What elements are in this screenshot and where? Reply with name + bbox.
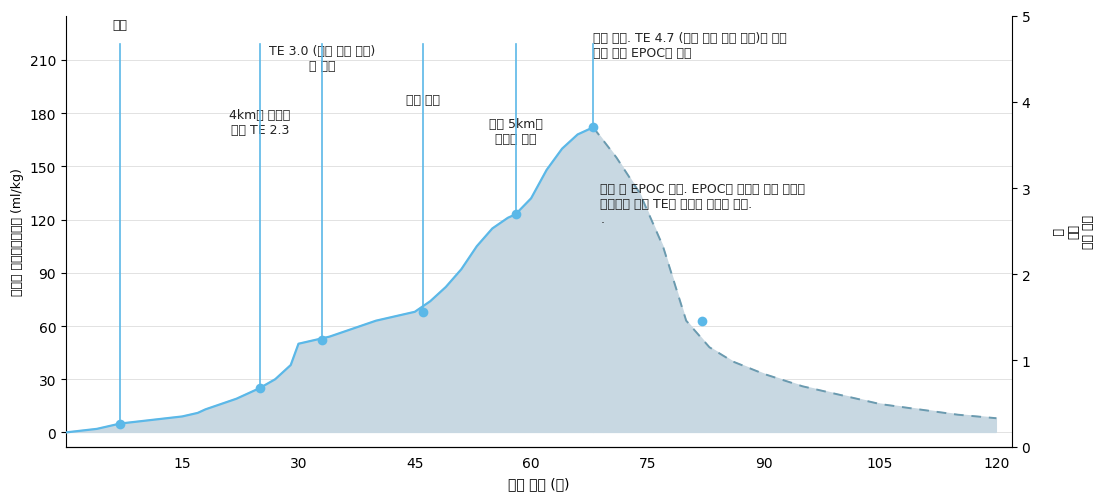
X-axis label: 훈련 시간 (분): 훈련 시간 (분) — [508, 476, 570, 490]
Text: 운동 종료. TE 4.7 (훈련 효과 크게 향상)의 운동
능력 향상 EPOC에 도달: 운동 종료. TE 4.7 (훈련 효과 크게 향상)의 운동 능력 향상 EP… — [593, 32, 787, 60]
Text: 다음 5km의
고강도 러닝: 다음 5km의 고강도 러닝 — [489, 118, 542, 146]
Text: 4km의 가벼운
러닝 TE 2.3: 4km의 가벼운 러닝 TE 2.3 — [230, 109, 290, 137]
Polygon shape — [66, 128, 593, 432]
Text: 운동 후 EPOC 감소. EPOC의 감소는 이미 달성한
운동능력 향상 TE에 영향을 끼치지 않음.
.: 운동 후 EPOC 감소. EPOC의 감소는 이미 달성한 운동능력 향상 T… — [601, 182, 805, 225]
Y-axis label: 운동후 초과산소소비량 (ml/kg): 운동후 초과산소소비량 (ml/kg) — [11, 168, 24, 296]
Polygon shape — [593, 128, 996, 432]
Text: 워업: 워업 — [113, 19, 128, 32]
Y-axis label: 훈련 효과
산소
야: 훈련 효과 산소 야 — [1050, 215, 1093, 248]
Text: TE 3.0 (훈련 효과 향상)
에 도달: TE 3.0 (훈련 효과 향상) 에 도달 — [268, 45, 375, 73]
Text: 짧은 회복: 짧은 회복 — [405, 94, 439, 107]
